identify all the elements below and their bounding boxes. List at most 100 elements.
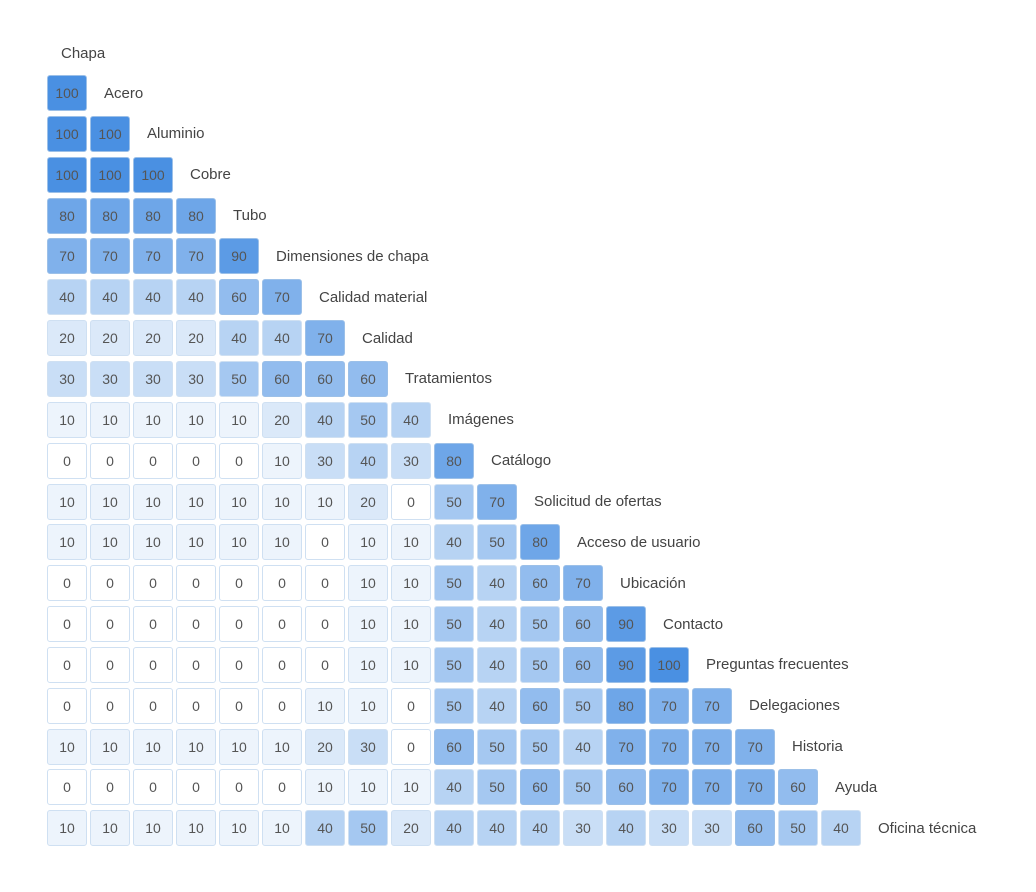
matrix-cell: 100 xyxy=(47,75,87,111)
matrix-cell: 0 xyxy=(133,769,173,806)
matrix-cell: 80 xyxy=(606,687,646,724)
matrix-cell: 30 xyxy=(563,810,603,847)
matrix-cell: 40 xyxy=(47,279,87,316)
matrix-cell: 10 xyxy=(90,810,130,847)
matrix-cell: 10 xyxy=(262,483,302,520)
row-label: Dimensiones de chapa xyxy=(276,247,429,265)
matrix-cell: 0 xyxy=(262,565,302,602)
matrix-cell: 40 xyxy=(434,769,474,806)
matrix-cell: 40 xyxy=(477,687,517,724)
matrix-cell: 0 xyxy=(305,606,345,643)
matrix-cell: 40 xyxy=(176,279,216,316)
matrix-cell: 30 xyxy=(176,360,216,397)
matrix-cell: 70 xyxy=(649,687,689,724)
matrix-cell: 100 xyxy=(133,156,173,193)
matrix-cell: 50 xyxy=(778,810,818,847)
matrix-cell: 10 xyxy=(305,483,345,520)
matrix-cell: 10 xyxy=(391,769,431,806)
matrix-cell: 90 xyxy=(606,646,646,683)
matrix-cell: 40 xyxy=(606,810,646,847)
matrix-cell: 70 xyxy=(176,238,216,275)
matrix-cell: 10 xyxy=(133,728,173,765)
matrix-cell: 20 xyxy=(391,810,431,847)
matrix-cell: 50 xyxy=(477,769,517,806)
matrix-cell: 20 xyxy=(305,728,345,765)
matrix-cell: 0 xyxy=(305,524,345,561)
matrix-cell: 0 xyxy=(391,483,431,520)
matrix-cell: 40 xyxy=(262,320,302,357)
matrix-cell: 70 xyxy=(606,728,646,765)
matrix-cell: 60 xyxy=(262,360,302,397)
matrix-cell: 0 xyxy=(176,646,216,683)
matrix-cell: 0 xyxy=(90,606,130,643)
matrix-cell: 60 xyxy=(520,687,560,724)
matrix-cell: 0 xyxy=(219,646,259,683)
matrix-cell: 40 xyxy=(391,401,431,438)
matrix-cell: 70 xyxy=(692,687,732,724)
matrix-cell: 40 xyxy=(477,565,517,602)
matrix-cell: 10 xyxy=(176,810,216,847)
matrix-cell: 50 xyxy=(434,483,474,520)
matrix-cell: 0 xyxy=(47,606,87,643)
matrix-cell: 40 xyxy=(477,810,517,847)
matrix-cell: 10 xyxy=(176,483,216,520)
matrix-cell: 70 xyxy=(649,769,689,806)
matrix-cell: 10 xyxy=(133,483,173,520)
row-label: Imágenes xyxy=(448,411,514,429)
matrix-cell: 100 xyxy=(90,115,130,152)
matrix-cell: 40 xyxy=(305,401,345,438)
matrix-cell: 30 xyxy=(90,360,130,397)
row-label: Contacto xyxy=(663,615,724,633)
matrix-cell: 0 xyxy=(219,606,259,643)
matrix-cell: 60 xyxy=(735,810,775,847)
matrix-cell: 80 xyxy=(133,197,173,234)
matrix-cell: 100 xyxy=(47,156,87,193)
matrix-cell: 0 xyxy=(219,687,259,724)
matrix-cell: 30 xyxy=(391,442,431,479)
row-label: Ayuda xyxy=(835,778,878,796)
matrix-cell: 0 xyxy=(176,606,216,643)
matrix-cell: 30 xyxy=(649,810,689,847)
matrix-cell: 0 xyxy=(176,565,216,602)
matrix-cell: 10 xyxy=(90,483,130,520)
matrix-cell: 60 xyxy=(563,646,603,683)
matrix-cell: 10 xyxy=(47,728,87,765)
row-label: Historia xyxy=(792,738,843,756)
matrix-cell: 100 xyxy=(649,646,689,683)
matrix-cell: 40 xyxy=(348,442,388,479)
matrix-cell: 60 xyxy=(520,565,560,602)
matrix-cell: 0 xyxy=(133,687,173,724)
row-label: Solicitud de ofertas xyxy=(534,493,662,510)
row-label: Tratamientos xyxy=(405,370,492,388)
matrix-cell: 0 xyxy=(219,769,259,806)
matrix-cell: 50 xyxy=(563,687,603,724)
row-label: Oficina técnica xyxy=(878,819,977,837)
matrix-cell: 70 xyxy=(735,769,775,806)
matrix-cell: 50 xyxy=(520,606,560,643)
row-label: Acero xyxy=(104,84,144,102)
matrix-cell: 10 xyxy=(47,524,87,561)
matrix-cell: 80 xyxy=(520,524,560,561)
matrix-cell: 0 xyxy=(90,565,130,602)
matrix-cell: 40 xyxy=(90,279,130,316)
matrix-cell: 10 xyxy=(133,524,173,561)
matrix-cell: 60 xyxy=(219,279,259,316)
matrix-cell: 0 xyxy=(133,646,173,683)
matrix-cell: 0 xyxy=(262,769,302,806)
matrix-cell: 0 xyxy=(90,769,130,806)
matrix-cell: 10 xyxy=(219,728,259,765)
matrix-cell: 10 xyxy=(262,442,302,479)
matrix-cell: 0 xyxy=(219,565,259,602)
matrix-cell: 0 xyxy=(219,442,259,479)
matrix-cell: 50 xyxy=(434,606,474,643)
matrix-cell: 20 xyxy=(47,320,87,357)
row-label: Tubo xyxy=(233,207,267,225)
matrix-cell: 50 xyxy=(477,524,517,561)
matrix-cell: 70 xyxy=(47,238,87,275)
matrix-cell: 10 xyxy=(219,401,259,438)
matrix-cell: 10 xyxy=(391,606,431,643)
top-label: Chapa xyxy=(61,45,106,62)
matrix-cell: 0 xyxy=(90,646,130,683)
matrix-cell: 50 xyxy=(520,728,560,765)
